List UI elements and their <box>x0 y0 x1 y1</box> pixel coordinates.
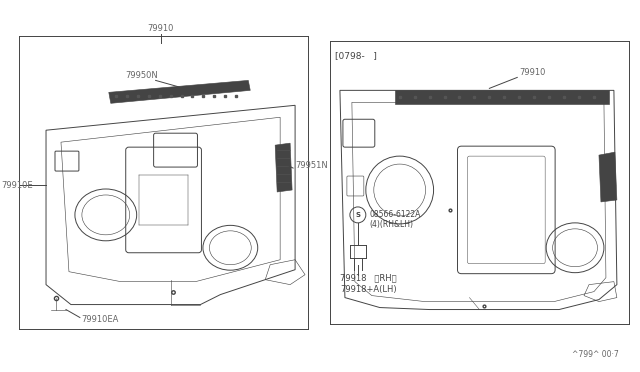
Text: 79910: 79910 <box>519 68 546 77</box>
Text: 79910EA: 79910EA <box>81 315 118 324</box>
Text: 08566-6122A: 08566-6122A <box>370 211 421 219</box>
Text: 79910E: 79910E <box>1 180 33 189</box>
Polygon shape <box>275 143 292 192</box>
Polygon shape <box>395 90 609 104</box>
Polygon shape <box>599 152 617 202</box>
Text: ^799^ 00·7: ^799^ 00·7 <box>572 350 619 359</box>
Text: [0798-   ]: [0798- ] <box>335 51 377 60</box>
Text: 79951N: 79951N <box>295 161 328 170</box>
Polygon shape <box>109 80 250 103</box>
Text: 79910: 79910 <box>147 24 174 33</box>
Text: (4)(RH&LH): (4)(RH&LH) <box>370 220 414 230</box>
Text: S: S <box>355 212 360 218</box>
Text: 79918   〈RH〉: 79918 〈RH〉 <box>340 273 397 282</box>
Text: 79918+A(LH): 79918+A(LH) <box>340 285 397 294</box>
Text: 79950N: 79950N <box>125 71 159 80</box>
